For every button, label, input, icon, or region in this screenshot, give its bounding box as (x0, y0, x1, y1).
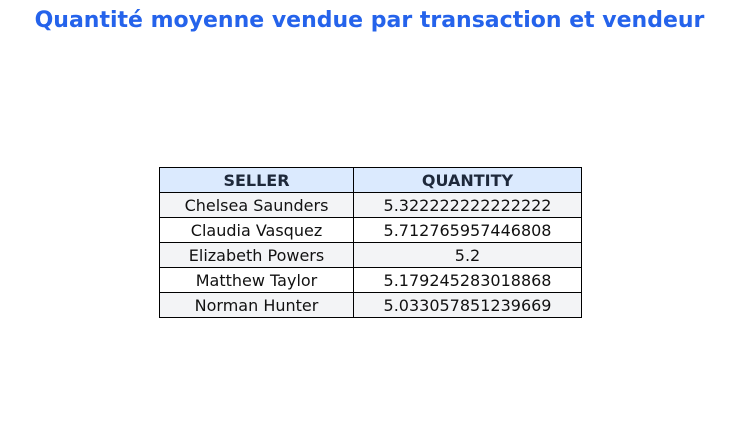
seller-cell: Claudia Vasquez (159, 217, 354, 243)
quantity-cell: 5.2 (353, 242, 582, 268)
chart-title: Quantité moyenne vendue par transaction … (34, 8, 705, 33)
table-row: Chelsea Saunders 5.322222222222222 (159, 192, 582, 218)
table-row: Elizabeth Powers 5.2 (159, 242, 582, 268)
data-table: SELLER QUANTITY Chelsea Saunders 5.32222… (159, 167, 582, 318)
table-header-row: SELLER QUANTITY (159, 167, 582, 193)
seller-cell: Norman Hunter (159, 292, 354, 318)
table-row: Matthew Taylor 5.179245283018868 (159, 267, 582, 293)
column-header-seller: SELLER (159, 167, 354, 193)
column-header-quantity: QUANTITY (353, 167, 582, 193)
table-row: Norman Hunter 5.033057851239669 (159, 292, 582, 318)
quantity-cell: 5.033057851239669 (353, 292, 582, 318)
table-row: Claudia Vasquez 5.712765957446808 (159, 217, 582, 243)
quantity-cell: 5.179245283018868 (353, 267, 582, 293)
quantity-cell: 5.712765957446808 (353, 217, 582, 243)
quantity-cell: 5.322222222222222 (353, 192, 582, 218)
seller-cell: Elizabeth Powers (159, 242, 354, 268)
seller-cell: Matthew Taylor (159, 267, 354, 293)
seller-cell: Chelsea Saunders (159, 192, 354, 218)
